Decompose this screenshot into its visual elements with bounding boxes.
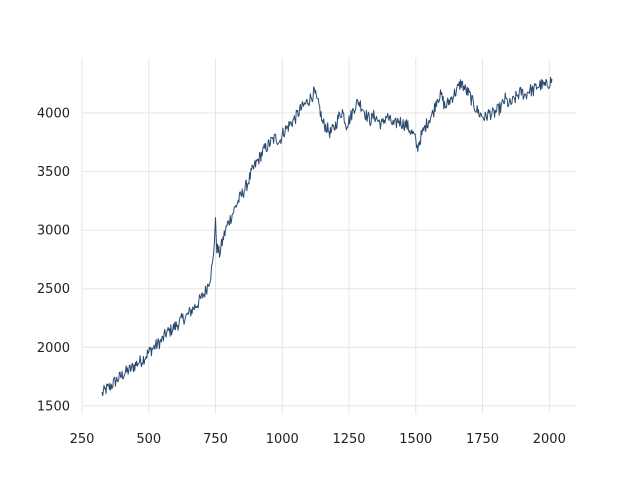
y-tick-label: 2500 xyxy=(37,282,70,297)
x-tick-label: 2000 xyxy=(533,432,566,447)
y-tick-label: 4000 xyxy=(37,107,70,122)
x-tick-label: 1500 xyxy=(399,432,432,447)
y-axis-tick-labels: 1500 2000 2500 3000 3500 4000 xyxy=(37,107,70,415)
x-tick-label: 750 xyxy=(203,432,228,447)
series-layer xyxy=(101,76,553,397)
series-line xyxy=(101,76,553,397)
x-tick-label: 1750 xyxy=(466,432,499,447)
y-tick-label: 2000 xyxy=(37,341,70,356)
x-axis-tick-labels: 250 500 750 1000 1250 1500 1750 2000 xyxy=(70,432,566,447)
grid xyxy=(81,58,576,414)
x-tick-label: 250 xyxy=(70,432,95,447)
x-tick-label: 1000 xyxy=(266,432,299,447)
x-tick-label: 500 xyxy=(136,432,161,447)
y-tick-label: 3500 xyxy=(37,165,70,180)
x-tick-label: 1250 xyxy=(332,432,365,447)
y-tick-label: 3000 xyxy=(37,224,70,239)
y-tick-label: 1500 xyxy=(37,399,70,414)
